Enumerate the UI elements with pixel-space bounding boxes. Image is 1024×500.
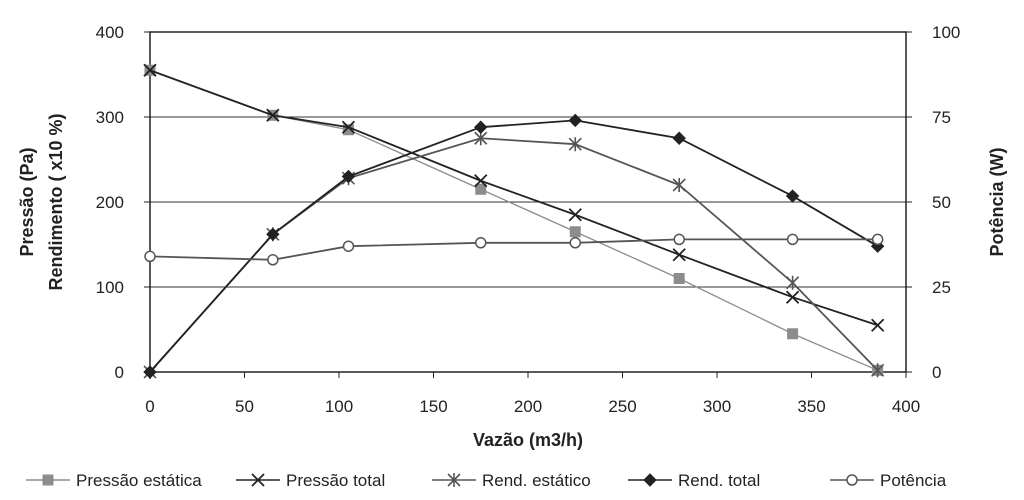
series-2 [143, 63, 885, 332]
legend-marker [643, 473, 657, 487]
legend-marker [447, 473, 461, 487]
data-point [474, 174, 488, 188]
x-tick-label: 400 [892, 397, 920, 416]
data-point [785, 189, 800, 203]
y-left-tick-label: 0 [115, 363, 124, 382]
data-point [672, 178, 686, 192]
legend-label: Pressão total [286, 471, 385, 490]
series-line [149, 69, 878, 327]
series-layer [143, 63, 885, 379]
data-point [871, 318, 885, 332]
data-point [569, 226, 581, 238]
data-point [143, 63, 157, 77]
y-right-tick-label: 25 [932, 278, 951, 297]
x-tick-label: 200 [514, 397, 542, 416]
data-point [266, 108, 280, 122]
x-axis-title: Vazão (m3/h) [473, 430, 583, 450]
legend-label: Rend. total [678, 471, 760, 490]
data-point [786, 233, 799, 246]
x-tick-label: 50 [235, 397, 254, 416]
data-point [672, 248, 686, 262]
legend-item: Pressão total [236, 471, 385, 490]
gridlines [150, 31, 906, 288]
x-tick-label: 250 [608, 397, 636, 416]
x-tick-label: 150 [419, 397, 447, 416]
series-4 [143, 113, 885, 379]
legend-label: Potência [880, 471, 947, 490]
x-tick-label: 0 [145, 397, 154, 416]
legend-marker [42, 474, 54, 486]
y-right-tick-label: 100 [932, 23, 960, 42]
y-left-tick-label: 300 [96, 108, 124, 127]
series-line [149, 137, 879, 373]
data-point [341, 169, 356, 184]
data-point [673, 233, 685, 246]
legend-marker [251, 473, 265, 487]
data-point [672, 131, 686, 145]
data-point [871, 233, 884, 246]
data-point [569, 237, 581, 249]
y-left-axis-title-line2: Rendimento ( x10 %) [46, 113, 66, 290]
x-tick-label: 350 [797, 397, 825, 416]
data-point [871, 363, 885, 378]
x-tick-label: 100 [325, 397, 353, 416]
y-right-tick-label: 75 [932, 108, 951, 127]
x-ticks: 0 50 100 150 200 250 300 350 400 [145, 372, 920, 416]
legend: Pressão estática Pressão total Rend. estát… [26, 471, 947, 490]
data-point [568, 113, 582, 128]
data-point [474, 120, 488, 134]
data-point [341, 120, 356, 134]
x-tick-label: 300 [703, 397, 731, 416]
data-point [568, 208, 582, 222]
data-point [143, 365, 157, 379]
series-1 [144, 64, 884, 376]
y-left-tick-label: 200 [96, 193, 124, 212]
y-left-axis-title-line1: Pressão (Pa) [17, 147, 37, 256]
y-left-tick-label: 100 [96, 278, 124, 297]
data-point [267, 254, 279, 266]
series-5 [144, 233, 884, 266]
y-right-tick-label: 50 [932, 193, 951, 212]
legend-label: Pressão estática [76, 471, 202, 490]
series-line [149, 238, 878, 261]
series-line [149, 69, 878, 371]
data-point [144, 250, 156, 263]
legend-item: Rend. total [628, 471, 760, 490]
data-point [475, 183, 487, 195]
legend-item: Potência [830, 471, 947, 490]
y-left-tick-label: 400 [96, 23, 124, 42]
legend-item: Pressão estática [26, 471, 202, 490]
y-right-tick-label: 0 [932, 363, 941, 382]
y-right-axis-title: Potência (W) [987, 147, 1007, 256]
legend-item: Rend. estático [432, 471, 591, 490]
data-point [568, 137, 582, 152]
data-point [673, 273, 685, 284]
series-line [149, 119, 879, 373]
legend-marker [846, 474, 858, 486]
data-point [786, 275, 800, 290]
y-right-ticks: 0 25 50 75 100 [906, 23, 960, 382]
data-point [266, 227, 280, 242]
data-point [785, 290, 800, 304]
data-point [342, 240, 355, 252]
y-left-ticks: 0 100 200 300 400 [96, 23, 150, 382]
legend-label: Rend. estático [482, 471, 591, 490]
data-point [787, 328, 799, 340]
data-point [475, 237, 487, 249]
